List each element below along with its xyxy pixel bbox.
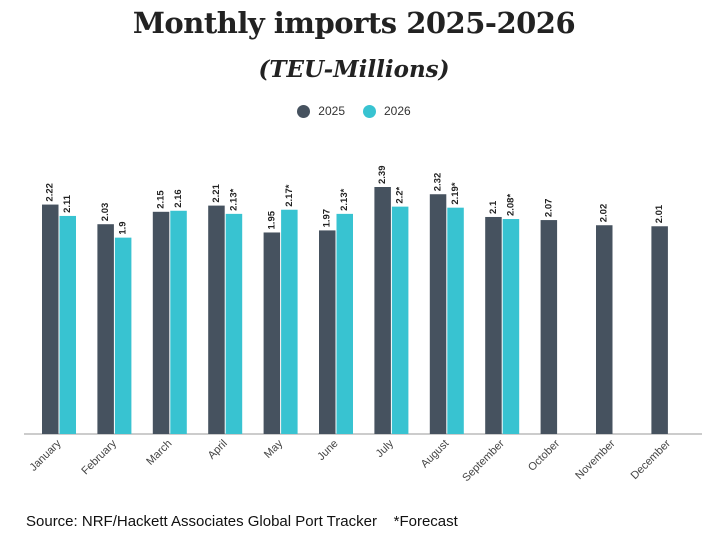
- data-label-2025-april: 2.21: [211, 183, 222, 202]
- data-label-2026-march: 2.16: [173, 189, 184, 208]
- data-label-2026-february: 1.9: [118, 221, 129, 234]
- bar-2026-january: [59, 215, 76, 434]
- source-note: Source: NRF/Hackett Associates Global Po…: [26, 513, 458, 530]
- x-tick-label-april: April: [206, 438, 230, 462]
- legend: 2025 2026: [0, 104, 708, 118]
- data-label-2025-january: 2.22: [45, 183, 56, 202]
- data-label-2026-august: 2.19*: [450, 182, 461, 204]
- data-label-2026-january: 2.11: [62, 194, 73, 213]
- legend-label-2025: 2025: [318, 104, 345, 118]
- legend-swatch-2025: [297, 104, 311, 118]
- data-label-2025-september: 2.1: [488, 200, 499, 214]
- chart-subtitle: (TEU-Millions): [258, 56, 450, 83]
- data-label-2026-september: 2.08*: [505, 194, 516, 216]
- bar-2025-september: [485, 216, 502, 434]
- bar-2026-april: [225, 213, 243, 434]
- data-label-2025-november: 2.02: [599, 204, 610, 223]
- x-tick-label-september: September: [460, 437, 507, 484]
- bar-2025-march: [152, 211, 170, 434]
- chart-title: Monthly imports 2025-2026: [132, 6, 576, 40]
- data-label-2026-june: 2.13*: [339, 188, 350, 210]
- bar-2025-october: [540, 220, 558, 434]
- x-tick-label-july: July: [374, 437, 397, 460]
- bar-2026-may: [281, 209, 298, 434]
- data-label-2025-october: 2.07: [543, 199, 554, 218]
- data-label-2025-may: 1.95: [266, 210, 277, 229]
- x-tick-label-march: March: [144, 438, 174, 468]
- bar-2025-february: [97, 224, 114, 434]
- bar-2025-december: [651, 226, 668, 434]
- bar-2026-august: [447, 207, 464, 434]
- data-label-2026-may: 2.17*: [284, 184, 295, 206]
- data-label-2025-august: 2.32: [433, 173, 444, 192]
- bar-2026-february: [114, 237, 132, 434]
- bar-2025-january: [42, 204, 59, 434]
- x-tick-label-october: October: [526, 437, 562, 473]
- bar-2026-june: [336, 213, 353, 434]
- x-tick-label-may: May: [262, 437, 286, 461]
- x-tick-label-june: June: [315, 438, 340, 463]
- bar-2026-july: [391, 206, 409, 434]
- legend-item-2025: 2025: [297, 104, 345, 118]
- data-label-2025-march: 2.15: [156, 190, 167, 209]
- bar-2025-april: [208, 205, 225, 434]
- data-label-2026-july: 2.2*: [395, 186, 406, 203]
- data-label-2025-december: 2.01: [654, 204, 665, 223]
- data-label-2025-february: 2.03: [100, 203, 111, 222]
- data-label-2025-july: 2.39: [377, 166, 388, 185]
- x-tick-label-january: January: [27, 437, 64, 474]
- data-label-2026-april: 2.13*: [228, 188, 239, 210]
- x-tick-label-february: February: [79, 437, 119, 477]
- bar-2026-march: [170, 210, 187, 434]
- legend-item-2026: 2026: [363, 104, 411, 118]
- x-tick-label-december: December: [629, 437, 674, 482]
- bar-2026-september: [502, 219, 520, 434]
- legend-swatch-2026: [363, 104, 376, 118]
- bar-2025-may: [263, 232, 281, 434]
- x-tick-label-august: August: [419, 438, 452, 471]
- bar-2025-november: [596, 225, 613, 434]
- bar-2025-june: [319, 230, 336, 434]
- bar-2025-july: [374, 187, 391, 434]
- legend-label-2026: 2026: [384, 104, 411, 118]
- bar-2025-august: [429, 194, 447, 434]
- x-tick-label-november: November: [573, 437, 618, 482]
- data-label-2025-june: 1.97: [322, 209, 333, 228]
